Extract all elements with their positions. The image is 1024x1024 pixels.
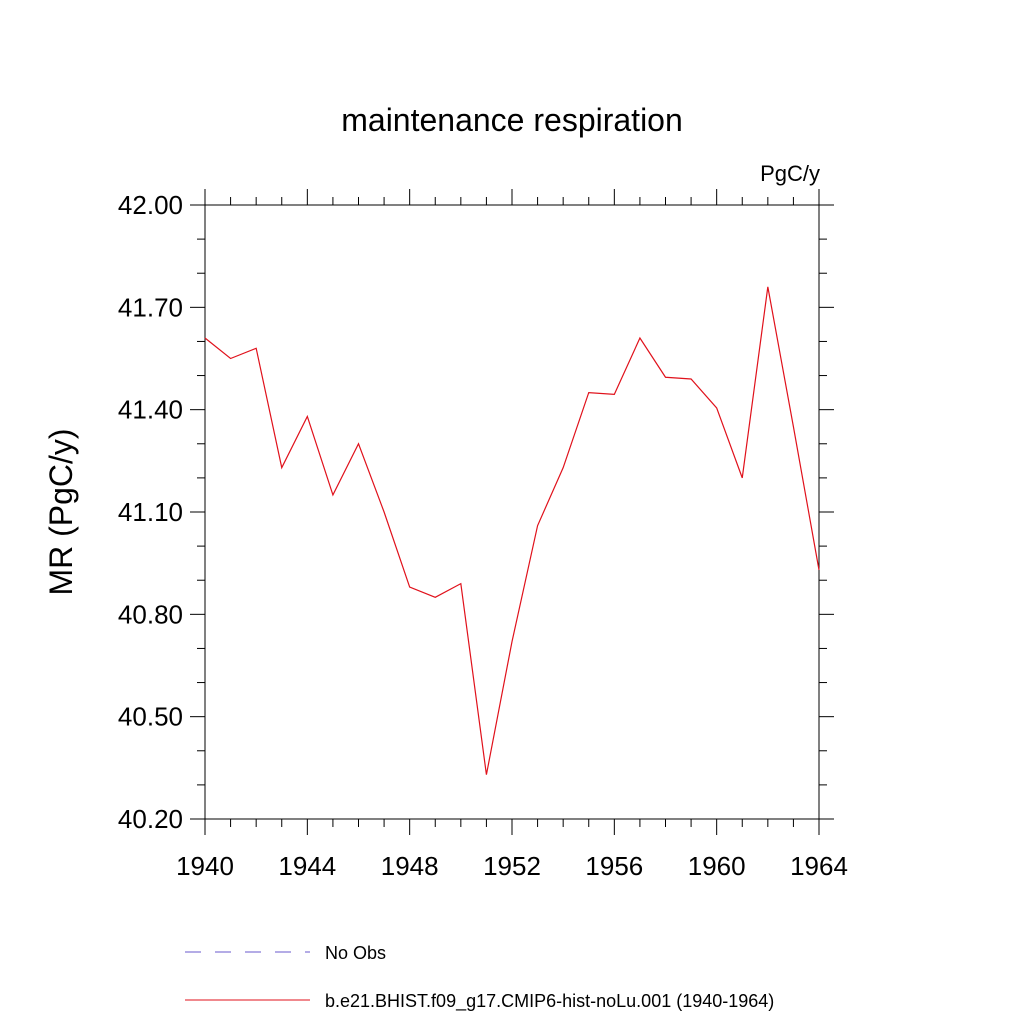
x-tick-label: 1956 (585, 851, 643, 881)
legend-label: No Obs (325, 943, 386, 963)
ticks (190, 189, 834, 835)
legend: No Obs b.e21.BHIST.f09_g17.CMIP6-hist-noL… (185, 943, 774, 1012)
x-tick-label: 1964 (790, 851, 848, 881)
x-tick-label: 1940 (176, 851, 234, 881)
y-tick-label: 41.40 (118, 395, 183, 425)
y-tick-label: 41.70 (118, 292, 183, 322)
y-axis-label: MR (PgC/y) (43, 428, 79, 595)
plot-frame (204, 204, 820, 820)
y-tick-label: 40.50 (118, 702, 183, 732)
y-tick-label: 41.10 (118, 497, 183, 527)
y-tick-label: 40.20 (118, 804, 183, 834)
chart-title: maintenance respiration (341, 102, 683, 138)
legend-label: b.e21.BHIST.f09_g17.CMIP6-hist-noLu.001 … (325, 991, 774, 1012)
tick-labels: 1940 1944 1948 1952 1956 1960 1964 40.20 40.50 40… (118, 190, 848, 881)
y-tick-label: 42.00 (118, 190, 183, 220)
y-tick-label: 40.80 (118, 599, 183, 629)
x-tick-label: 1944 (278, 851, 336, 881)
units-label: PgC/y (760, 161, 820, 186)
series-line-1 (204, 286, 820, 775)
series-lines (204, 286, 820, 775)
x-tick-label: 1948 (381, 851, 439, 881)
x-tick-label: 1952 (483, 851, 541, 881)
x-tick-label: 1960 (688, 851, 746, 881)
